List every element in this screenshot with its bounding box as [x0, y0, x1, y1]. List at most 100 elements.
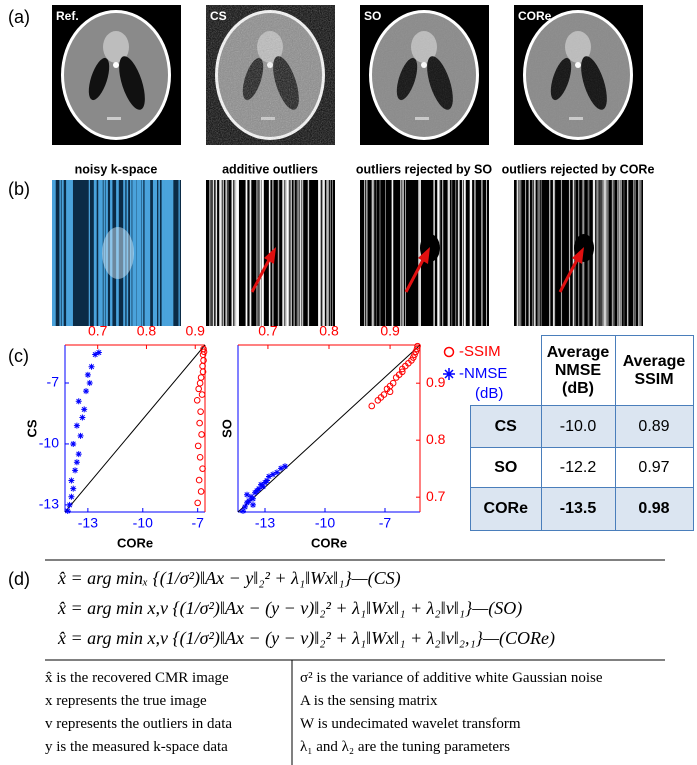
figure: (a) (b) (c) (d) Ref.CSSOCORe noisy k-spa… — [0, 0, 697, 765]
point — [78, 433, 84, 439]
point — [68, 478, 74, 484]
kspace-line — [554, 180, 555, 326]
kspace-line — [598, 180, 599, 326]
point — [369, 403, 375, 409]
kspace-line — [225, 180, 227, 326]
row-label: CORe — [471, 488, 542, 531]
kspace-title: noisy k-space — [75, 162, 158, 176]
point — [83, 388, 89, 394]
kspace-line — [599, 180, 600, 326]
panel-label: (d) — [8, 569, 30, 589]
kspace-image — [360, 180, 489, 326]
kspace-line — [380, 180, 381, 326]
point — [74, 423, 80, 429]
image-label: CORe — [518, 9, 552, 23]
kspace-line — [621, 180, 622, 326]
definition: λ₁ and λ₂ are the tuning parameters — [300, 739, 510, 756]
point — [195, 443, 201, 449]
kspace-line — [633, 180, 634, 326]
kspace-line — [519, 180, 521, 326]
kspace-line — [597, 180, 598, 326]
cell: -10.0 — [541, 406, 615, 448]
kspace-line — [418, 180, 419, 326]
x-tick-label: -13 — [255, 515, 275, 531]
kspace-line — [259, 180, 260, 326]
point — [74, 459, 80, 465]
kspace-line — [458, 180, 460, 326]
kspace-line — [638, 180, 639, 326]
point — [76, 451, 82, 457]
point — [87, 380, 93, 386]
image-label: SO — [364, 9, 381, 23]
kspace-line — [376, 180, 377, 326]
point — [85, 372, 91, 378]
kspace-line — [287, 180, 288, 326]
definition: v represents the outliers in data — [45, 716, 232, 733]
kspace-line — [470, 180, 472, 326]
x2-tick-label: 0.7 — [258, 323, 278, 339]
point — [76, 398, 82, 404]
point — [198, 489, 204, 495]
definition: W is undecimated wavelet transform — [300, 716, 520, 733]
kspace-line — [142, 180, 143, 326]
header-cell: Average SSIM — [615, 336, 693, 406]
phantom — [52, 5, 181, 145]
kspace-line — [149, 180, 150, 326]
point — [282, 463, 288, 469]
kspace-line — [537, 180, 539, 326]
kspace-line — [474, 180, 476, 326]
kspace-line — [573, 180, 574, 326]
x-tick-label: -7 — [379, 515, 392, 531]
kspace-line — [605, 180, 607, 326]
point — [199, 432, 205, 438]
y-tick-label: -10 — [39, 435, 59, 451]
kspace-line — [440, 180, 441, 326]
kspace-line — [237, 180, 238, 326]
kspace-center — [102, 227, 134, 279]
x-axis-label: CORe — [117, 535, 153, 550]
y-axis-label: SO — [219, 419, 234, 438]
x2-tick-label: 0.9 — [186, 323, 206, 339]
kspace-line — [326, 180, 327, 326]
kspace-line — [486, 180, 487, 326]
kspace-images: noisy k-spaceadditive outliersoutliers r… — [52, 162, 654, 326]
x2-tick-label: 0.9 — [380, 323, 400, 339]
phantom-image: SO — [360, 5, 489, 145]
kspace-line — [209, 180, 210, 326]
kspace-line — [639, 180, 640, 326]
kspace-image — [52, 180, 181, 326]
image-label: Ref. — [56, 9, 79, 23]
equation: x̂ = arg min x,v {(1/σ²)‖Ax − (y − v)‖₂²… — [58, 598, 522, 619]
kspace-line — [67, 180, 69, 326]
point — [197, 454, 203, 460]
point — [81, 406, 87, 412]
kspace-line — [624, 180, 625, 326]
point — [197, 420, 203, 426]
kspace-line — [211, 180, 212, 326]
point — [199, 392, 205, 398]
row-label: SO — [471, 448, 542, 488]
kspace-line — [302, 180, 303, 326]
kspace-line — [216, 180, 218, 326]
cell: -13.5 — [541, 488, 615, 531]
point — [79, 415, 85, 421]
cell: 0.98 — [615, 488, 693, 531]
kspace-image — [206, 180, 335, 326]
kspace-line — [539, 180, 540, 326]
kspace-line — [400, 180, 401, 326]
y2-tick-label: 0.7 — [426, 488, 446, 504]
kspace-line — [613, 180, 615, 326]
kspace-line — [330, 180, 331, 326]
kspace-line — [89, 180, 90, 326]
point — [194, 397, 200, 403]
empty-cell — [471, 336, 542, 406]
kspace-line — [228, 180, 229, 326]
kspace-line — [146, 180, 148, 326]
metrics-table: Average NMSE (dB) Average SSIM CS-10.00.… — [470, 335, 694, 531]
x-tick-label: -10 — [133, 515, 153, 531]
definition: σ² is the variance of additive white Gau… — [300, 670, 603, 687]
x2-tick-label: 0.8 — [137, 323, 157, 339]
phantom-image: Ref. — [52, 5, 181, 145]
kspace-line — [442, 180, 443, 326]
point — [70, 486, 76, 492]
